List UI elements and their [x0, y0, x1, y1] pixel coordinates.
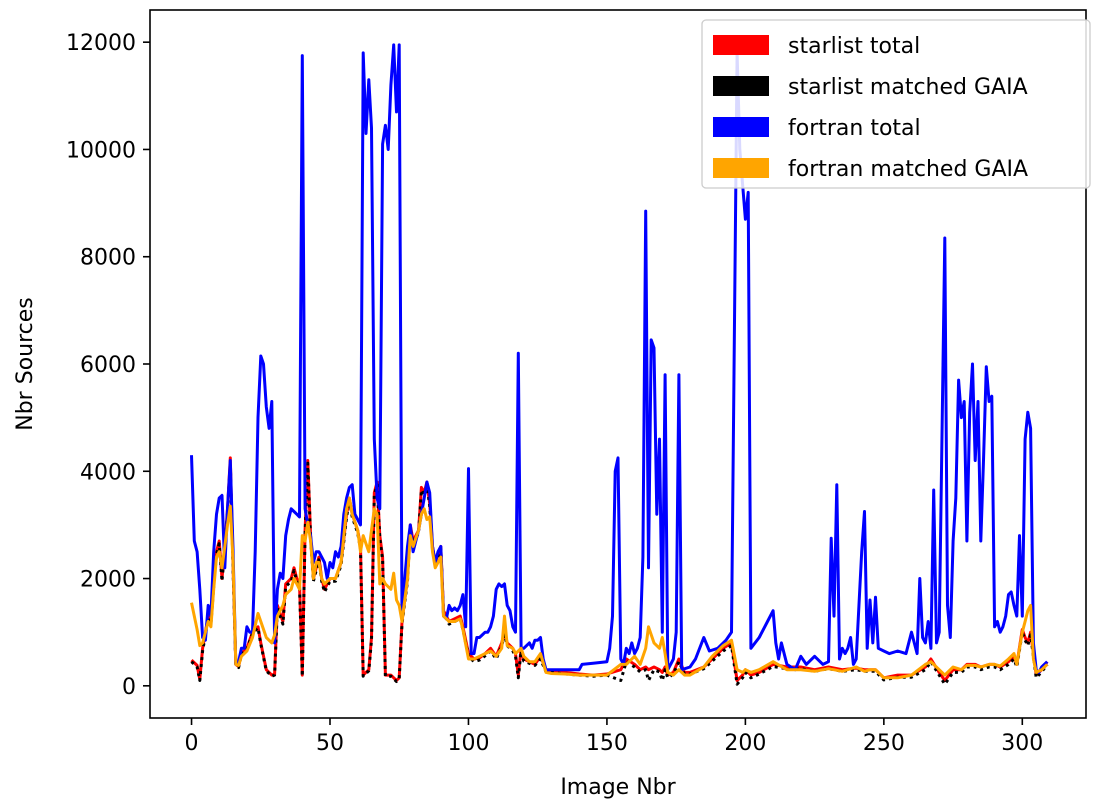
y-tick-label: 4000	[80, 460, 136, 485]
y-tick-label: 2000	[80, 568, 136, 593]
x-tick-label: 250	[863, 731, 905, 756]
y-tick-label: 8000	[80, 246, 136, 271]
legend-label: fortran total	[788, 116, 921, 141]
x-tick-label: 100	[447, 731, 489, 756]
y-tick-label: 10000	[66, 138, 136, 163]
x-tick-label: 150	[586, 731, 628, 756]
series-layer	[190, 43, 1049, 686]
series-line-starlist-matched-gaia	[190, 461, 1049, 686]
x-tick-label: 300	[1001, 731, 1043, 756]
x-tick-label: 0	[185, 731, 199, 756]
legend: starlist total starlist matched GAIA fortr…	[701, 19, 1091, 189]
y-tick-label: 0	[122, 675, 136, 700]
legend-swatch	[713, 35, 769, 55]
x-tick-label: 50	[316, 731, 344, 756]
legend-swatch	[713, 76, 769, 96]
legend-swatch	[713, 117, 769, 137]
y-axis-label: Nbr Sources	[13, 297, 38, 430]
legend-label: starlist total	[788, 34, 920, 59]
x-axis-label: Image Nbr	[560, 775, 676, 800]
x-tick-label: 200	[724, 731, 766, 756]
legend-box	[701, 19, 1091, 189]
legend-swatch	[713, 158, 769, 178]
legend-label: starlist matched GAIA	[788, 75, 1028, 100]
legend-label: fortran matched GAIA	[788, 157, 1028, 182]
ticks-layer: 0 50 100 150 200 250 300 0 2000 4000 6000 8000 10000…	[66, 31, 1043, 756]
y-tick-label: 6000	[80, 353, 136, 378]
series-line-fortran-matched-gaia	[190, 496, 1049, 680]
y-tick-label: 12000	[66, 31, 136, 56]
